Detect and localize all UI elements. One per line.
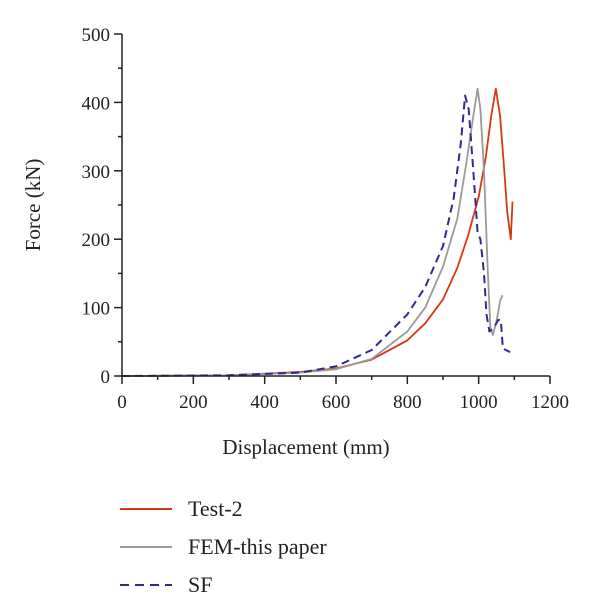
series-line-2 xyxy=(121,94,511,377)
y-tick-label: 500 xyxy=(82,25,111,46)
x-tick-label: 0 xyxy=(117,392,127,413)
series-layer xyxy=(121,87,514,377)
legend-label-test-2: Test-2 xyxy=(188,496,243,521)
legend-item-fem: FEM-this paper xyxy=(120,528,327,566)
y-tick-label: 200 xyxy=(82,230,111,251)
y-axis-ticks: 0 100 200 300 400 500 xyxy=(82,25,122,388)
y-tick-label: 300 xyxy=(82,162,111,183)
legend: Test-2 FEM-this paper SF xyxy=(120,490,327,604)
legend-label-fem: FEM-this paper xyxy=(188,534,327,559)
y-axis-title: Force (kN) xyxy=(21,159,45,252)
legend-swatch-fem xyxy=(120,546,172,548)
y-tick-label: 100 xyxy=(82,299,111,320)
legend-swatch-test-2 xyxy=(120,508,172,510)
x-tick-label: 200 xyxy=(179,392,208,413)
x-tick-label: 600 xyxy=(322,392,351,413)
x-tick-label: 800 xyxy=(393,392,422,413)
x-axis-title: Displacement (mm) xyxy=(222,435,389,459)
x-tick-label: 1000 xyxy=(460,392,498,413)
y-tick-label: 400 xyxy=(82,93,111,114)
x-axis-ticks: 0 200 400 600 800 1000 1200 xyxy=(117,376,569,413)
x-tick-label: 400 xyxy=(250,392,279,413)
legend-item-sf: SF xyxy=(120,566,327,604)
legend-label-sf: SF xyxy=(188,572,213,597)
x-tick-label: 1200 xyxy=(531,392,569,413)
legend-item-test-2: Test-2 xyxy=(120,490,327,528)
legend-swatch-sf xyxy=(120,584,172,586)
series-line-1 xyxy=(121,87,504,377)
y-tick-label: 0 xyxy=(101,367,111,388)
